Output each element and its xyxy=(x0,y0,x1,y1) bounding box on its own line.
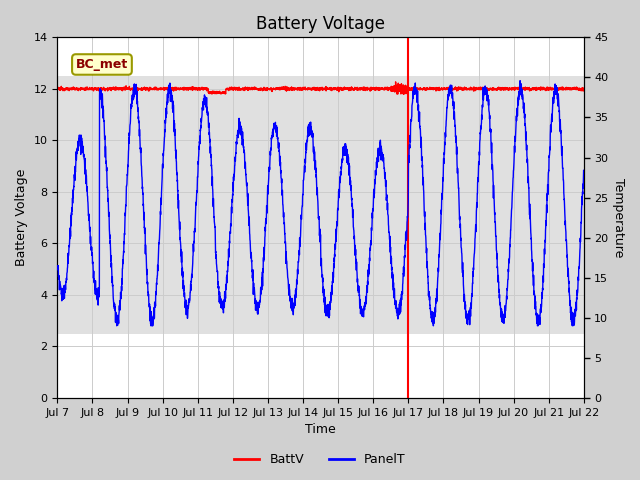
Y-axis label: Temperature: Temperature xyxy=(612,178,625,257)
Title: Battery Voltage: Battery Voltage xyxy=(256,15,385,33)
X-axis label: Time: Time xyxy=(305,423,336,436)
Y-axis label: Battery Voltage: Battery Voltage xyxy=(15,169,28,266)
Bar xyxy=(58,76,584,334)
Text: BC_met: BC_met xyxy=(76,58,128,71)
Legend: BattV, PanelT: BattV, PanelT xyxy=(229,448,411,471)
